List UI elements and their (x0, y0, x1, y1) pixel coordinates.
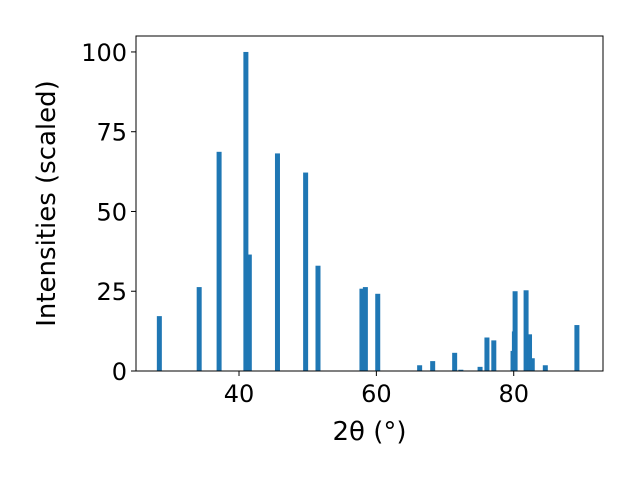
bar (574, 325, 580, 371)
bar (303, 172, 309, 371)
x-tick-label: 60 (361, 380, 392, 408)
bar (246, 254, 252, 371)
x-tick-label: 80 (498, 380, 529, 408)
bar (216, 151, 222, 371)
plot-frame (135, 35, 604, 372)
bar (362, 287, 368, 371)
y-tick-label: 75 (96, 119, 127, 147)
bar (491, 340, 497, 371)
y-tick-label: 0 (112, 358, 127, 386)
bar (527, 334, 533, 371)
bar (523, 290, 529, 371)
bar (529, 358, 535, 371)
bar (542, 365, 548, 371)
bar (477, 366, 483, 371)
bar (417, 365, 423, 371)
bar (196, 287, 202, 371)
bar (430, 361, 436, 371)
y-axis: 0 25 50 75 100 (81, 39, 136, 386)
y-tick-label: 100 (81, 39, 127, 67)
y-tick-label: 25 (96, 278, 127, 306)
bar (243, 51, 249, 371)
x-axis-label: 2θ (°) (332, 417, 406, 447)
bar (452, 352, 458, 371)
y-axis-label: Intensities (scaled) (32, 80, 62, 327)
bar-series (156, 51, 580, 371)
bar (484, 337, 490, 371)
x-axis: 40 60 80 (224, 371, 529, 408)
bar (512, 291, 518, 371)
bar (375, 293, 381, 371)
bar (315, 265, 321, 371)
bar (359, 288, 365, 371)
y-tick-label: 50 (96, 198, 127, 226)
x-tick-label: 40 (224, 380, 255, 408)
bar (458, 369, 464, 371)
bar (156, 316, 162, 371)
bar (274, 153, 280, 371)
